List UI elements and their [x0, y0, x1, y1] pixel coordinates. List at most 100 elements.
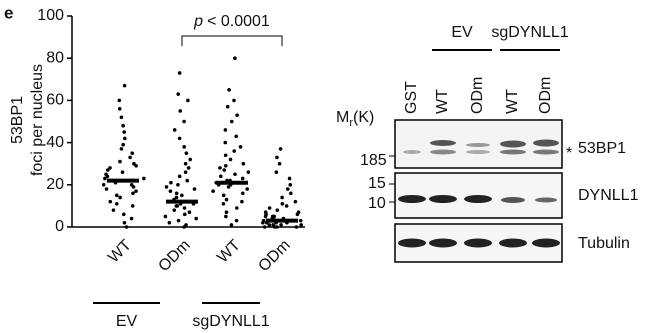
point	[188, 157, 193, 162]
band	[464, 195, 492, 203]
point	[122, 220, 127, 225]
point	[121, 212, 126, 217]
point	[224, 214, 228, 219]
band	[466, 150, 490, 154]
point	[134, 189, 138, 193]
point	[176, 92, 181, 96]
point	[289, 191, 293, 196]
x-tick-label: WT	[105, 237, 135, 267]
lane-label: GST	[403, 81, 420, 114]
point	[223, 128, 228, 132]
point	[285, 187, 290, 191]
point	[221, 193, 226, 198]
point	[233, 172, 237, 177]
point	[229, 119, 234, 124]
marker: 185	[360, 152, 387, 169]
marker: 15	[368, 175, 386, 192]
point	[299, 223, 303, 227]
point	[296, 210, 301, 215]
mw-symbol: M	[336, 109, 349, 126]
y-tick-label: 20	[46, 176, 64, 193]
band	[500, 149, 526, 155]
asterisk: *	[566, 145, 572, 162]
point	[117, 98, 122, 103]
band	[500, 140, 526, 148]
point	[182, 206, 187, 210]
point	[267, 223, 272, 227]
p-symbol: p	[193, 13, 203, 30]
blot: Mr(K) EV sgDYNLL1 GST WT ODm WT ODm	[336, 24, 639, 263]
point	[280, 201, 285, 206]
point	[130, 151, 135, 155]
point	[298, 218, 303, 223]
bands-dynll1	[398, 195, 557, 203]
bracket	[181, 35, 283, 46]
band	[466, 143, 490, 147]
band-label: Tubulin	[578, 235, 630, 252]
point	[176, 218, 181, 223]
point	[132, 161, 136, 166]
point	[167, 220, 172, 225]
y-tick-label: 0	[55, 218, 64, 235]
point	[241, 161, 246, 166]
point	[178, 109, 183, 113]
point	[182, 119, 186, 124]
point	[224, 197, 229, 202]
point	[274, 170, 279, 174]
point	[184, 151, 189, 155]
point	[177, 136, 182, 141]
point	[294, 225, 299, 229]
group-label: EV	[116, 313, 138, 330]
band-label: 53BP1	[578, 140, 626, 157]
point	[130, 204, 135, 208]
point	[218, 174, 223, 179]
point	[267, 206, 272, 210]
point	[279, 223, 283, 227]
point	[168, 189, 173, 193]
mw-label: Mr(K)	[336, 109, 374, 129]
point	[240, 176, 245, 181]
point	[186, 166, 191, 170]
point	[233, 56, 237, 60]
point	[293, 199, 298, 204]
point	[182, 212, 187, 217]
point	[275, 155, 279, 160]
point	[108, 166, 112, 170]
point	[172, 208, 177, 212]
point	[241, 191, 245, 196]
point	[120, 170, 125, 174]
point	[174, 204, 179, 208]
band	[429, 195, 457, 203]
point	[223, 153, 228, 158]
point	[218, 166, 222, 170]
bands-53bp1	[403, 139, 559, 155]
point	[192, 187, 197, 191]
x-tick-label: ODm	[155, 237, 193, 275]
band	[403, 150, 421, 154]
point	[275, 225, 279, 229]
point	[123, 136, 127, 141]
point	[114, 193, 119, 198]
band	[533, 139, 559, 147]
point	[174, 191, 179, 196]
point	[240, 199, 244, 204]
band	[533, 149, 559, 155]
band	[535, 197, 557, 203]
point	[287, 176, 292, 181]
point	[119, 115, 124, 120]
point	[211, 189, 215, 193]
point	[124, 225, 129, 229]
x-tick-label: WT	[214, 237, 244, 267]
band	[430, 149, 456, 155]
point	[187, 210, 192, 215]
point	[288, 183, 293, 187]
panel-label: e	[4, 3, 13, 22]
point	[103, 176, 107, 181]
point	[180, 193, 184, 198]
band	[501, 197, 525, 203]
point	[280, 195, 284, 200]
point	[235, 113, 239, 117]
point	[163, 214, 168, 219]
point	[119, 147, 124, 151]
